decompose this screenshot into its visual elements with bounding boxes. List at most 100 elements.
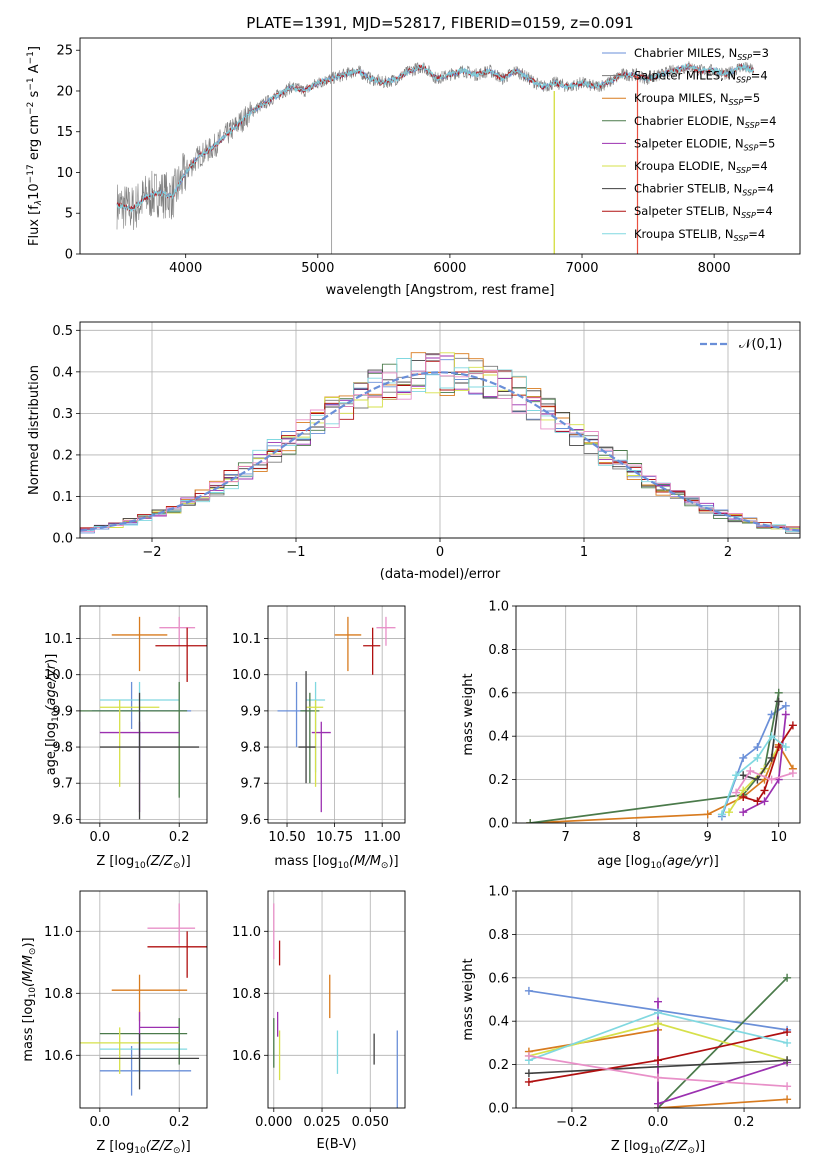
panel-residuals: −2 −1 0 1 2 0.0 0.1 0.2 0.3 0.4 0.5 <box>52 321 801 560</box>
weight-marker <box>774 688 783 697</box>
data-point-7 <box>138 1011 180 1059</box>
weight-marker <box>739 808 748 817</box>
axes-frame-age_mass <box>267 605 406 824</box>
y-tick-label: 10.8 <box>232 987 261 1002</box>
data-point-9 <box>99 692 200 820</box>
x-tick-label: 0.2 <box>169 1115 190 1130</box>
weight-marker <box>732 788 741 797</box>
data-point-3 <box>376 616 396 646</box>
y-tick-label: 9.7 <box>52 777 73 792</box>
x-tick-label: 0.0 <box>90 1115 111 1130</box>
y-tick-label: 0.0 <box>52 532 73 547</box>
data-point-4 <box>147 931 207 978</box>
plot-area-weight_age <box>526 688 797 823</box>
x-tick-label: 8000 <box>698 261 731 276</box>
weight-marker <box>703 810 712 819</box>
data-point-7 <box>311 721 331 813</box>
age-Z-xlabel: Z [log10(Z/Z⊙)] <box>96 854 190 871</box>
weight-line <box>657 977 788 1108</box>
weight-marker <box>760 786 769 795</box>
weight-marker <box>767 732 776 741</box>
data-point-1 <box>91 681 192 729</box>
weight-series-7 <box>524 1028 792 1086</box>
x-tick-label: −2 <box>142 545 161 560</box>
y-tick-label: 25 <box>56 44 73 59</box>
data-point-9 <box>99 1033 200 1090</box>
plot-area-residuals <box>80 352 800 538</box>
x-tick-label: 2 <box>724 545 732 560</box>
legend-label: Chabrier STELIB, NSSP=4 <box>634 182 774 198</box>
legend-label: Salpeter MILES, NSSP=4 <box>634 69 768 85</box>
weight-marker <box>732 771 741 780</box>
y-tick-label: 5 <box>65 207 73 222</box>
legend-label: Kroupa STELIB, NSSP=4 <box>634 227 765 243</box>
axes-frame-weight_age <box>515 605 801 824</box>
data-point-4 <box>363 627 381 675</box>
weight-marker <box>753 743 762 752</box>
y-tick-label: 9.8 <box>240 741 261 756</box>
weight-series-2 <box>526 740 797 823</box>
plot-area-mass_EBV <box>273 903 398 1108</box>
y-tick-label: 10.6 <box>44 1049 73 1064</box>
y-tick-label: 10.8 <box>44 987 73 1002</box>
weight-marker <box>781 743 790 752</box>
spectrum-ylabel: Flux [fλ10−17 erg cm−2 s−1 A−1] <box>26 46 44 246</box>
weight-marker <box>524 986 533 995</box>
weight-marker <box>774 743 783 752</box>
weight-marker <box>739 753 748 762</box>
weight-age-xlabel: age [log10(age/yr)] <box>597 854 719 871</box>
data-point-4 <box>155 627 207 682</box>
weight-marker <box>760 797 769 806</box>
weight-marker <box>654 1099 662 1108</box>
y-tick-label: 0.8 <box>488 643 509 658</box>
x-tick-label: 1 <box>580 545 588 560</box>
mass-Z-xlabel: Z [log10(Z/Z⊙)] <box>96 1139 190 1156</box>
plot-area-age_Z <box>80 616 207 820</box>
gaussian-curve <box>80 371 800 532</box>
weight-line <box>742 701 780 781</box>
y-tick-label: 0.3 <box>52 407 73 422</box>
data-point-2 <box>111 974 188 1022</box>
weight-marker <box>717 810 726 819</box>
y-tick-label: 0.4 <box>488 730 509 745</box>
mass-Z-ylabel: mass [log10(M/M⊙)] <box>21 937 38 1061</box>
x-tick-label: 7000 <box>565 261 598 276</box>
x-tick-label: 0.000 <box>255 1115 292 1130</box>
y-tick-label: 15 <box>56 125 73 140</box>
data-point-1 <box>99 1046 192 1096</box>
y-tick-label: 0.4 <box>488 1015 509 1030</box>
y-tick-label: 0 <box>65 248 73 263</box>
weight-marker <box>654 997 662 1006</box>
weight-marker <box>654 1073 662 1082</box>
y-tick-label: 10.1 <box>44 632 73 647</box>
panel-weight_Z: −0.2 0.0 0.2 0.0 0.2 0.4 0.6 0.8 1.0 <box>488 885 801 1130</box>
weight-marker <box>767 775 776 784</box>
y-tick-label: 1.0 <box>488 885 509 900</box>
weight-marker <box>788 721 797 730</box>
x-tick-label: 10.50 <box>268 830 305 845</box>
data-point-6 <box>99 1018 188 1065</box>
legend-label: Kroupa ELODIE, NSSP=4 <box>634 159 768 175</box>
axes-frame-mass_Z <box>79 890 208 1109</box>
residuals-xlabel: (data-model)/error <box>380 567 501 582</box>
age-mass-xlabel: mass [log10(M/M⊙)] <box>274 854 398 871</box>
weight-line <box>530 692 780 823</box>
y-tick-label: 9.6 <box>240 813 261 828</box>
x-tick-label: 0.025 <box>303 1115 340 1130</box>
plot-area-mass_Z <box>80 903 207 1096</box>
y-tick-label: 0.0 <box>488 817 509 832</box>
x-tick-label: −1 <box>286 545 305 560</box>
y-tick-label: 9.9 <box>52 704 73 719</box>
plot-area-age_mass <box>277 616 396 813</box>
weight-marker <box>524 1051 533 1060</box>
weight-series-9 <box>524 1051 792 1091</box>
x-tick-label: 0.2 <box>169 830 190 845</box>
weight-marker <box>524 1069 533 1078</box>
data-point-2 <box>111 616 168 672</box>
weight-series-9 <box>732 766 797 797</box>
y-tick-label: 0.6 <box>488 686 509 701</box>
weight-marker <box>781 701 790 710</box>
legend-label: Chabrier MILES, NSSP=3 <box>634 46 769 62</box>
residuals-legend: 𝒩(0,1) <box>700 337 782 352</box>
y-tick-label: 0.2 <box>488 773 509 788</box>
